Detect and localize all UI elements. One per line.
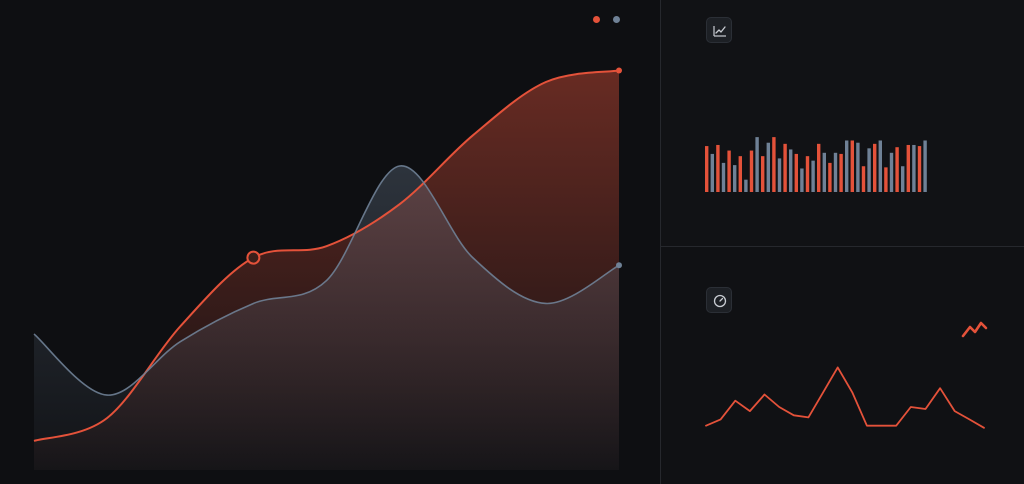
bar-7 bbox=[738, 156, 742, 192]
line-chart-icon[interactable] bbox=[706, 17, 732, 43]
bar-35 bbox=[895, 147, 899, 192]
line-chart-panel bbox=[661, 247, 1024, 484]
bar-37 bbox=[906, 144, 910, 192]
bar-12 bbox=[766, 142, 770, 192]
bar-36 bbox=[901, 166, 905, 192]
bar-34 bbox=[889, 152, 894, 192]
horizontal-divider bbox=[661, 246, 1024, 247]
bar-chart bbox=[705, 137, 927, 192]
series-end-point-1 bbox=[616, 67, 622, 74]
bar-31 bbox=[873, 143, 877, 192]
bar-24 bbox=[833, 152, 838, 192]
bar-17 bbox=[794, 153, 798, 192]
bar-10 bbox=[755, 137, 759, 192]
main-area-chart bbox=[33, 67, 622, 470]
vertical-divider bbox=[660, 0, 661, 484]
main-chart-panel bbox=[33, 16, 622, 470]
bar-chart-panel bbox=[661, 0, 1024, 246]
bar-20 bbox=[811, 160, 815, 192]
series-line-2 bbox=[33, 165, 620, 396]
bar-9 bbox=[749, 150, 754, 192]
bar-22 bbox=[822, 152, 826, 192]
bar-8 bbox=[744, 179, 748, 192]
bar-40 bbox=[923, 140, 927, 192]
gauge-icon[interactable] bbox=[706, 287, 732, 313]
series-line bbox=[705, 366, 985, 429]
bar-6 bbox=[733, 165, 737, 192]
bar-27 bbox=[850, 140, 854, 192]
bar-13 bbox=[772, 137, 776, 192]
trend-up-icon bbox=[961, 321, 988, 338]
bar-33 bbox=[884, 167, 888, 192]
line-chart bbox=[705, 366, 985, 429]
series-line-1 bbox=[33, 69, 620, 442]
bar-11 bbox=[761, 156, 765, 192]
bar-29 bbox=[861, 166, 866, 192]
bar-25 bbox=[839, 153, 843, 192]
bar-30 bbox=[867, 148, 871, 192]
bar-39 bbox=[917, 146, 922, 192]
bar-2 bbox=[710, 153, 714, 192]
highlight-point[interactable] bbox=[246, 250, 261, 265]
bar-38 bbox=[912, 144, 916, 192]
bar-15 bbox=[783, 143, 787, 192]
bar-23 bbox=[828, 162, 832, 192]
series-end-point-2 bbox=[616, 262, 622, 269]
bar-16 bbox=[789, 149, 793, 192]
bar-5 bbox=[727, 150, 731, 192]
bar-19 bbox=[805, 156, 810, 192]
bar-4 bbox=[721, 162, 726, 192]
legend-dot-series-1 bbox=[593, 16, 600, 23]
bar-3 bbox=[716, 144, 720, 192]
bar-1 bbox=[705, 146, 709, 192]
bar-32 bbox=[878, 140, 882, 192]
bar-21 bbox=[817, 143, 821, 192]
legend-dot-series-2 bbox=[613, 16, 620, 23]
bar-28 bbox=[856, 142, 860, 192]
bar-18 bbox=[800, 168, 804, 192]
area-fill-series-2 bbox=[34, 165, 619, 470]
bar-26 bbox=[845, 140, 849, 192]
bar-14 bbox=[777, 158, 782, 192]
